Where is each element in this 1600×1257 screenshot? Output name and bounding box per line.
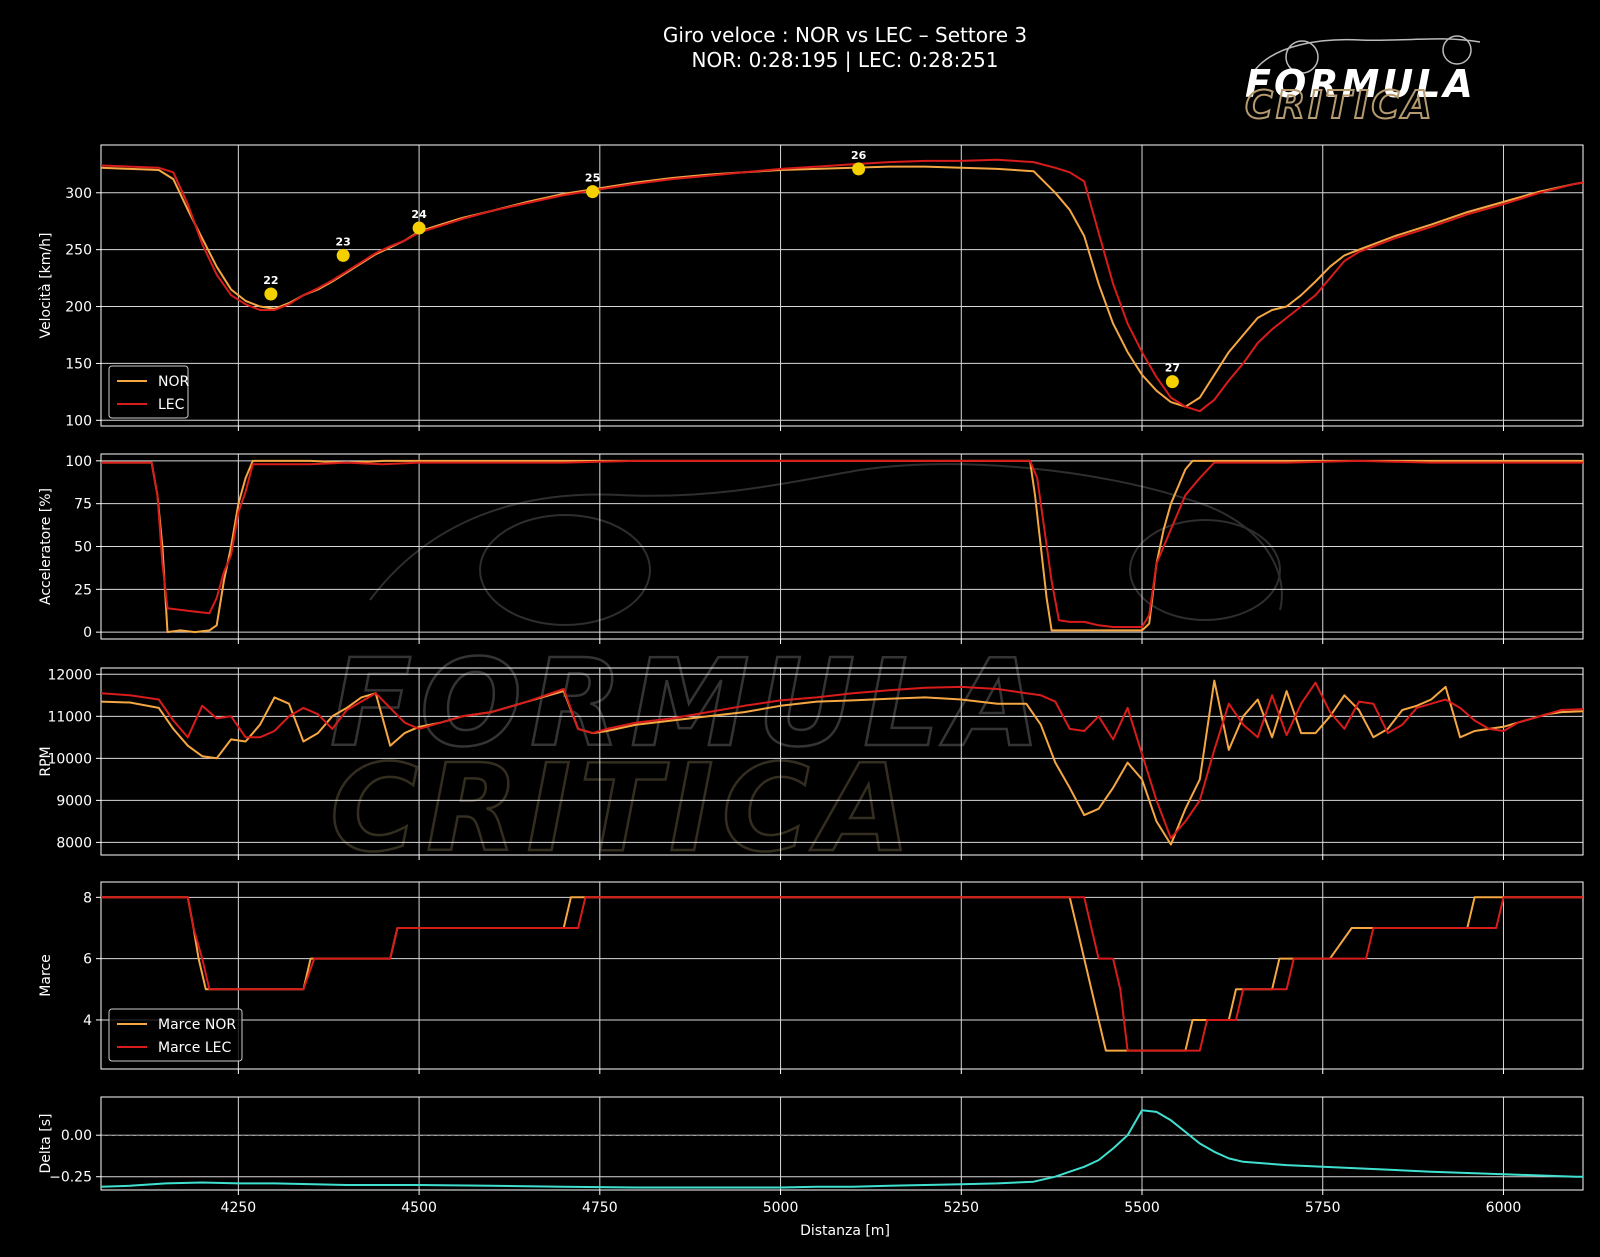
y-axis-label: Marce bbox=[38, 954, 54, 996]
legend-label: NOR bbox=[158, 374, 189, 390]
y-tick-label: 10000 bbox=[47, 751, 92, 767]
corner-label: 22 bbox=[263, 274, 278, 287]
series-line-nor bbox=[101, 165, 1583, 408]
series-line-lec bbox=[101, 681, 1583, 840]
y-tick-label: 75 bbox=[74, 497, 92, 513]
y-axis-label: Acceleratore [%] bbox=[38, 488, 54, 605]
y-tick-label: 25 bbox=[74, 582, 92, 598]
series-line-marce-nor bbox=[101, 896, 1583, 1052]
y-tick-label: 300 bbox=[65, 186, 92, 202]
corner-marker bbox=[586, 185, 600, 199]
panel-frame bbox=[100, 1096, 1584, 1191]
corner-marker bbox=[1165, 375, 1179, 389]
corner-marker bbox=[412, 221, 426, 235]
y-tick-label: 6 bbox=[83, 952, 92, 968]
y-tick-label: 4 bbox=[83, 1013, 92, 1029]
y-tick-label: 100 bbox=[65, 454, 92, 470]
chart-title: Giro veloce : NOR vs LEC – Settore 3 bbox=[663, 23, 1027, 47]
y-tick-label: 150 bbox=[65, 356, 92, 372]
legend-label: LEC bbox=[158, 397, 185, 413]
y-tick-label: 8000 bbox=[56, 835, 92, 851]
legend-label: Marce NOR bbox=[158, 1017, 236, 1033]
panel-delta: 4250 4500 4750 5000 5250 5500 5750 6000 0.00 −0.2… bbox=[38, 1096, 1584, 1216]
panel-speed: 100 150 200 250 300 Velocità [km/h] 22 23 24 25 26… bbox=[38, 144, 1584, 431]
x-tick-label: 5000 bbox=[763, 1200, 799, 1216]
y-axis-label: RPM bbox=[38, 746, 54, 776]
panel-rpm: 8000 9000 10000 11000 12000 RPM bbox=[38, 667, 1584, 860]
y-tick-label: 0.00 bbox=[61, 1128, 92, 1144]
x-tick-label: 4250 bbox=[221, 1200, 257, 1216]
x-tick-label: 5500 bbox=[1124, 1200, 1160, 1216]
formula-critica-logo: FORMULA CRITICA bbox=[1244, 35, 1481, 128]
panel-frame bbox=[100, 453, 1584, 640]
x-tick-label: 5750 bbox=[1305, 1200, 1341, 1216]
series-line-delta bbox=[101, 1109, 1583, 1189]
y-tick-label: 9000 bbox=[56, 793, 92, 809]
y-tick-label: 0 bbox=[83, 625, 92, 641]
y-tick-label: 50 bbox=[74, 540, 92, 556]
x-tick-label: 4750 bbox=[582, 1200, 618, 1216]
logo-wheel-icon bbox=[1442, 35, 1472, 65]
y-axis-label: Velocità [km/h] bbox=[38, 233, 54, 339]
panel-frame bbox=[100, 144, 1584, 427]
y-tick-label: 11000 bbox=[47, 709, 92, 725]
corner-marker bbox=[264, 287, 278, 301]
legend: NOR LEC bbox=[108, 365, 189, 419]
series-line-marce-lec bbox=[101, 896, 1583, 1052]
series-line-nor bbox=[101, 679, 1583, 846]
x-tick-label: 5250 bbox=[943, 1200, 979, 1216]
watermark-line1: FORMULA bbox=[330, 635, 1049, 774]
corner-label: 26 bbox=[851, 149, 867, 162]
y-tick-label: 8 bbox=[83, 890, 92, 906]
corner-label: 25 bbox=[585, 172, 600, 185]
y-tick-label: 12000 bbox=[47, 667, 92, 683]
logo-line1: FORMULA bbox=[1245, 62, 1476, 106]
x-tick-label: 4500 bbox=[401, 1200, 437, 1216]
panel-frame bbox=[100, 881, 1584, 1070]
y-tick-label: −0.25 bbox=[49, 1170, 92, 1186]
corner-marker bbox=[852, 162, 866, 176]
corner-label: 24 bbox=[411, 208, 427, 221]
panel-frame bbox=[100, 667, 1584, 856]
panel-gear: 4 6 8 Marce Marce NOR Marce LEC bbox=[38, 881, 1584, 1074]
corner-label: 23 bbox=[336, 235, 351, 248]
x-tick-label: 6000 bbox=[1486, 1200, 1522, 1216]
y-tick-label: 200 bbox=[65, 300, 92, 316]
formula-critica-watermark: FORMULA CRITICA bbox=[329, 463, 1283, 880]
series-line-lec bbox=[101, 459, 1583, 628]
watermark-line2: CRITICA bbox=[330, 740, 919, 879]
y-tick-label: 250 bbox=[65, 243, 92, 259]
y-tick-label: 100 bbox=[65, 413, 92, 429]
logo-line2: CRITICA bbox=[1245, 83, 1435, 127]
y-axis-label: Delta [s] bbox=[38, 1113, 54, 1173]
x-axis-label: Distanza [m] bbox=[800, 1223, 890, 1239]
legend-label: Marce LEC bbox=[158, 1040, 232, 1056]
series-line-lec bbox=[101, 158, 1583, 413]
legend: Marce NOR Marce LEC bbox=[108, 1008, 243, 1062]
logo-wheel-icon bbox=[1285, 40, 1319, 74]
panel-throttle: 0 25 50 75 100 Acceleratore [%] bbox=[38, 453, 1584, 644]
corner-label: 27 bbox=[1165, 362, 1180, 375]
chart-subtitle: NOR: 0:28:195 | LEC: 0:28:251 bbox=[691, 48, 998, 72]
corner-marker bbox=[336, 248, 350, 262]
